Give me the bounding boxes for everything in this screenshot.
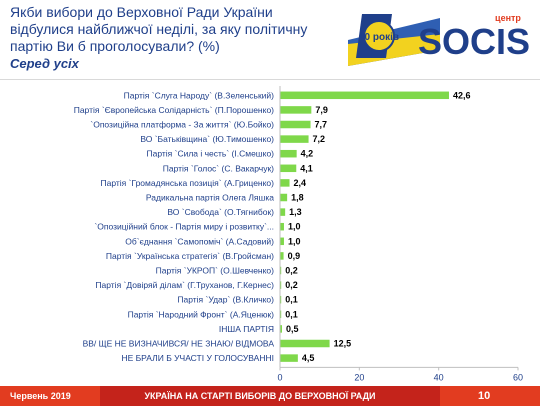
- chart-title: Якби вибори до Верховної Ради України ві…: [10, 4, 308, 54]
- category-label: Партія `УКРОП` (О.Шевченко): [156, 266, 275, 276]
- bar: [280, 91, 449, 100]
- value-label: 0,9: [288, 251, 301, 261]
- footer-date: Червень 2019: [10, 391, 71, 401]
- footer-caption-band: [100, 386, 440, 406]
- x-tick-label: 0: [277, 372, 282, 382]
- bar-chart: Партія `Слуга Народу` (В.Зеленський) Парт…: [74, 86, 523, 382]
- category-label: Партія `Громадянська позиція` (А.Гриценк…: [101, 178, 275, 188]
- bar: [280, 106, 312, 114]
- value-label: 42,6: [453, 90, 471, 100]
- category-label: Партія `Європейська Солідарність` (П.Пор…: [74, 105, 274, 115]
- value-label: 0,1: [285, 295, 298, 305]
- category-label: Радикальна партія Олега Ляшка: [146, 193, 274, 203]
- category-label: ВВ/ ЩЕ НЕ ВИЗНАЧИВСЯ/ НЕ ЗНАЮ/ ВІДМОВА: [83, 339, 275, 349]
- logo-center-label: центр: [495, 13, 521, 23]
- bar: [280, 295, 282, 304]
- value-label: 0,2: [285, 266, 298, 276]
- value-label: 4,2: [301, 149, 314, 159]
- bar: [280, 208, 286, 216]
- category-label: Партія `Українська стратегія` (В.Гройсма…: [106, 251, 274, 261]
- value-label: 4,5: [302, 353, 315, 363]
- logo-graphic: 10 років центр SOCIS: [348, 13, 530, 66]
- footer-caption: УКРАЇНА НА СТАРТІ ВИБОРІВ ДО ВЕРХОВНОЇ Р…: [144, 391, 376, 401]
- x-tick-label: 20: [354, 372, 364, 382]
- category-label: ІНША ПАРТІЯ: [219, 324, 274, 334]
- x-axis: 0 20 40 60: [277, 86, 523, 382]
- category-label: Партія `Довіряй ділам` (Г.Труханов, Г.Ке…: [95, 280, 274, 290]
- value-label: 1,8: [291, 193, 304, 203]
- value-label: 12,5: [334, 339, 352, 349]
- logo-seal-text: 10 років: [359, 32, 399, 43]
- category-label: Партія `Сила і честь` (І.Смешко): [146, 149, 274, 159]
- footer-bar: Червень 2019 УКРАЇНА НА СТАРТІ ВИБОРІВ Д…: [0, 386, 540, 406]
- category-label: `Опозиційний блок - Партія миру і розвит…: [94, 222, 274, 232]
- header-divider: [0, 79, 540, 80]
- value-label: 7,7: [315, 120, 328, 130]
- category-label: Об`єднання `Самопоміч` (А.Садовий): [125, 236, 274, 246]
- bar: [280, 179, 290, 187]
- category-label: `Опозиційна платформа - За життя` (Ю.Бой…: [90, 120, 274, 130]
- category-label: Партія `Народний Фронт` (А.Яценюк): [128, 309, 275, 319]
- category-label: Партія `Слуга Народу` (В.Зеленський): [124, 90, 275, 100]
- value-label: 0,5: [286, 324, 299, 334]
- value-label: 1,3: [289, 207, 302, 217]
- category-labels: Партія `Слуга Народу` (В.Зеленський) Парт…: [74, 90, 275, 363]
- value-label: 2,4: [294, 178, 307, 188]
- value-label: 0,1: [285, 309, 298, 319]
- value-label: 0,2: [285, 280, 298, 290]
- bar: [280, 135, 309, 143]
- value-label: 4,1: [300, 163, 313, 173]
- x-tick-label: 60: [513, 372, 523, 382]
- socis-logo: 10 років центр SOCIS: [348, 4, 538, 76]
- category-label: ВО `Свобода` (О.Тягнибок): [167, 207, 274, 217]
- value-label: 7,9: [315, 105, 328, 115]
- bar: [280, 164, 297, 173]
- category-label: Партія `Удар` (В.Кличко): [177, 295, 274, 305]
- bar: [280, 325, 282, 333]
- bar: [280, 237, 284, 246]
- bar: [280, 193, 288, 202]
- value-labels: 42,6 7,9 7,7 7,2 4,2 4,1 2,4 1,8 1,3 1,0 1,0 0,9 0,2…: [285, 90, 470, 363]
- bar: [280, 266, 282, 275]
- category-label: НЕ БРАЛИ Б УЧАСТІ У ГОЛОСУВАННІ: [121, 353, 274, 363]
- category-label: ВО `Батьківщина` (Ю.Тимошенко): [140, 134, 274, 144]
- page-number: 10: [478, 390, 491, 402]
- bar: [280, 354, 298, 362]
- bar: [280, 149, 297, 158]
- value-label: 7,2: [313, 134, 326, 144]
- chart-subtitle: Серед усіх: [10, 56, 79, 71]
- category-label: Партія `Голос` (С. Вакарчук): [163, 163, 274, 173]
- bar: [280, 120, 311, 129]
- bars: [280, 91, 449, 362]
- value-label: 1,0: [288, 236, 301, 246]
- bar: [280, 281, 282, 289]
- bar: [280, 310, 282, 319]
- bar: [280, 252, 284, 260]
- value-label: 1,0: [288, 222, 301, 232]
- bar: [280, 222, 284, 231]
- bar: [280, 339, 330, 348]
- x-tick-label: 40: [434, 372, 444, 382]
- logo-brand: SOCIS: [418, 21, 530, 62]
